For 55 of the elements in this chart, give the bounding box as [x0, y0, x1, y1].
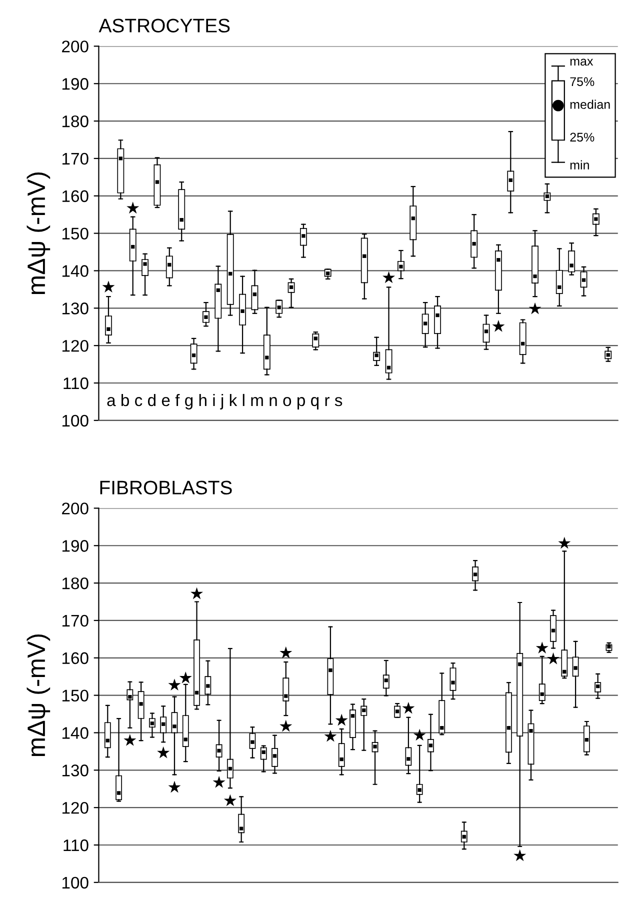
y-tick-label: 110: [64, 839, 88, 852]
y-tick-label: 160: [62, 652, 88, 664]
point: [402, 702, 415, 714]
point: [168, 780, 181, 793]
y-tick-label: 150: [62, 690, 88, 702]
point: [324, 730, 337, 742]
point: [280, 646, 292, 658]
y-tick-label: 170: [62, 152, 88, 165]
point: [124, 734, 136, 746]
point: [558, 536, 571, 549]
y-tick-label: 140: [62, 727, 88, 739]
annotation: median: [570, 100, 610, 109]
y-tick-label: 190: [62, 78, 88, 90]
point: [212, 776, 226, 788]
y-tick-label: 150: [62, 228, 88, 240]
point: [528, 302, 542, 314]
point: [168, 678, 181, 691]
point: [179, 672, 192, 684]
y-tick-label: 130: [62, 764, 88, 776]
point: [224, 794, 236, 806]
y-tick-label: 180: [62, 115, 88, 128]
y-tick-label: 130: [62, 302, 88, 314]
y-tick-label: 200: [62, 40, 88, 52]
point: [126, 202, 140, 214]
point: [413, 728, 426, 741]
y-tick-label: 200: [62, 502, 88, 514]
annotation: max: [570, 58, 594, 66]
point: [382, 271, 396, 284]
y-tick-label: 120: [62, 340, 88, 352]
point: [514, 849, 526, 862]
annotation: 75%: [570, 77, 594, 86]
annotation: min: [570, 160, 589, 170]
chart-title: FIBROBLASTS: [100, 480, 232, 495]
point: [492, 320, 505, 332]
y-tick-label: 100: [62, 876, 88, 889]
point: [280, 720, 292, 732]
point: [102, 280, 115, 293]
y-tick-label: 140: [62, 265, 88, 277]
y-tick-label: 100: [62, 414, 88, 427]
y-axis-title: mΔψ (-mV): [26, 634, 50, 756]
annotation: a b c d e f g h i j k l m n o p q r s: [107, 394, 342, 410]
point: [536, 642, 548, 654]
annotation: 25%: [570, 132, 594, 142]
y-tick-label: 120: [62, 802, 88, 814]
y-tick-label: 170: [62, 614, 88, 627]
y-tick-label: 110: [64, 377, 88, 390]
y-axis-title: mΔψ (-mV): [26, 172, 50, 294]
point: [335, 714, 348, 726]
y-tick-label: 190: [62, 540, 88, 552]
point: [190, 587, 204, 600]
point: [547, 652, 560, 664]
chart-title: ASTROCYTES: [98, 18, 230, 33]
point: [157, 746, 170, 758]
y-tick-label: 160: [62, 190, 88, 202]
y-tick-label: 180: [62, 577, 88, 590]
